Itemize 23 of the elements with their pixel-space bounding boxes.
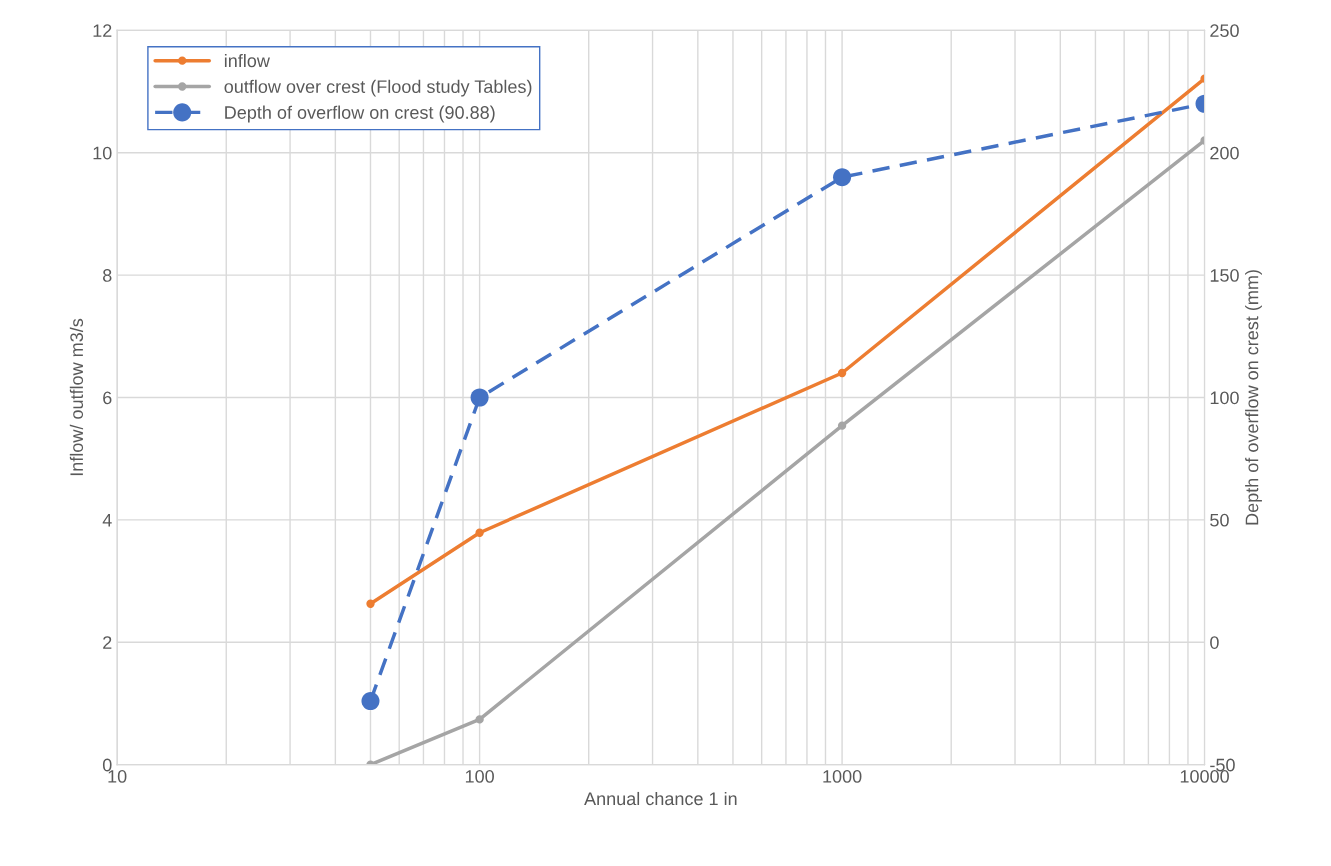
y2-tick-label: 0 <box>1210 636 1219 649</box>
y2-axis-title: Depth of overflow on crest (mm) <box>1245 270 1262 525</box>
y2-tick-label: 200 <box>1210 146 1239 160</box>
x-tick-label: 100 <box>465 770 494 783</box>
x-tick-label: 10000 <box>1180 770 1229 783</box>
y-tick-label: 10 <box>93 146 112 160</box>
y-tick-label: 4 <box>102 514 112 527</box>
y-tick-label: 6 <box>103 391 112 405</box>
y2-tick-label: 250 <box>1210 24 1239 38</box>
y2-tick-label: 50 <box>1210 513 1229 527</box>
x-tick-label: 1000 <box>823 770 862 783</box>
y-tick-label: 0 <box>102 758 112 772</box>
y2-tick-label: 150 <box>1210 269 1239 282</box>
x-axis-title: Annual chance 1 in <box>584 791 737 806</box>
y2-tick-label: 100 <box>1210 391 1239 405</box>
legend-label: outflow over crest (Flood study Tables) <box>224 79 532 97</box>
y2-tick-label: -50 <box>1210 758 1235 772</box>
y-tick-label: 2 <box>103 636 112 649</box>
legend-label: inflow <box>224 53 270 68</box>
legend-label: Depth of overflow on crest (90.88) <box>225 105 495 123</box>
y-axis-title: Inflow/ outflow m3/s <box>69 318 84 476</box>
y-tick-label: 8 <box>103 269 112 282</box>
y-tick-label: 12 <box>93 24 112 37</box>
